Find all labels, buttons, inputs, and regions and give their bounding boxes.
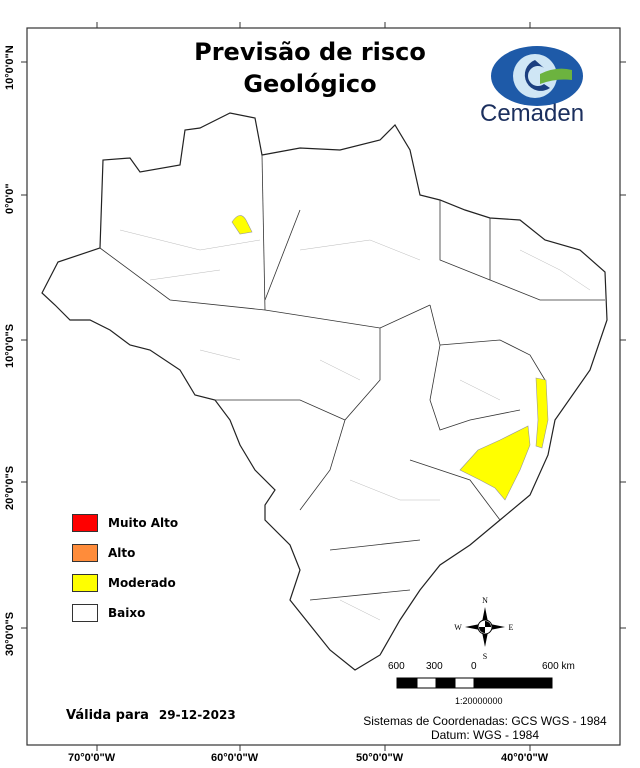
lat-label: 0°0'0": [4, 183, 16, 214]
lat-label: 30°0'0"S: [4, 611, 16, 656]
legend: Muito Alto Alto Moderado Baixo: [72, 508, 178, 628]
lon-label: 60°0'0"W: [211, 752, 259, 764]
lat-label: 10°0'0"S: [4, 323, 16, 368]
scale-bar: [396, 677, 553, 689]
lon-label: 70°0'0"W: [68, 752, 116, 764]
map-title: Previsão de risco Geológico: [194, 38, 426, 98]
lat-label: 20°0'0"S: [4, 465, 16, 510]
validity: Válida para 29-12-2023: [66, 708, 236, 723]
svg-text:W: W: [454, 623, 462, 632]
map-frame: [26, 27, 621, 746]
risk-area-minas-gerais: [459, 425, 531, 501]
legend-item: Baixo: [72, 598, 178, 628]
moderate-risk-areas: [231, 215, 549, 501]
frame-ticks: [21, 22, 626, 751]
scale-label: 300: [426, 661, 443, 672]
region-borders: [119, 229, 591, 621]
state-borders: [99, 154, 605, 601]
lon-label: 50°0'0"W: [356, 752, 404, 764]
cemaden-logo-icon: [491, 46, 583, 106]
logo-text: Cemaden: [480, 100, 585, 127]
coordinate-system: Sistemas de Coordenadas: GCS WGS - 1984 D…: [363, 714, 607, 742]
legend-item: Muito Alto: [72, 508, 178, 538]
scale-ratio: 1:20000000: [455, 696, 503, 706]
brazil-outline: [41, 112, 608, 671]
legend-item: Moderado: [72, 568, 178, 598]
scale-label: 600 km: [542, 661, 575, 672]
legend-item: Alto: [72, 538, 178, 568]
risk-area-amazon: [231, 215, 253, 235]
scale-label: 0: [471, 661, 477, 672]
lon-label: 40°0'0"W: [501, 752, 549, 764]
risk-area-bahia-coast: [535, 377, 549, 449]
lat-label: 10°0'0"N: [4, 45, 16, 90]
scale-label: 600: [388, 661, 405, 672]
svg-text:S: S: [483, 652, 487, 661]
svg-text:E: E: [509, 623, 514, 632]
svg-text:N: N: [482, 596, 488, 605]
compass-rose-icon: N S E W: [454, 596, 513, 661]
